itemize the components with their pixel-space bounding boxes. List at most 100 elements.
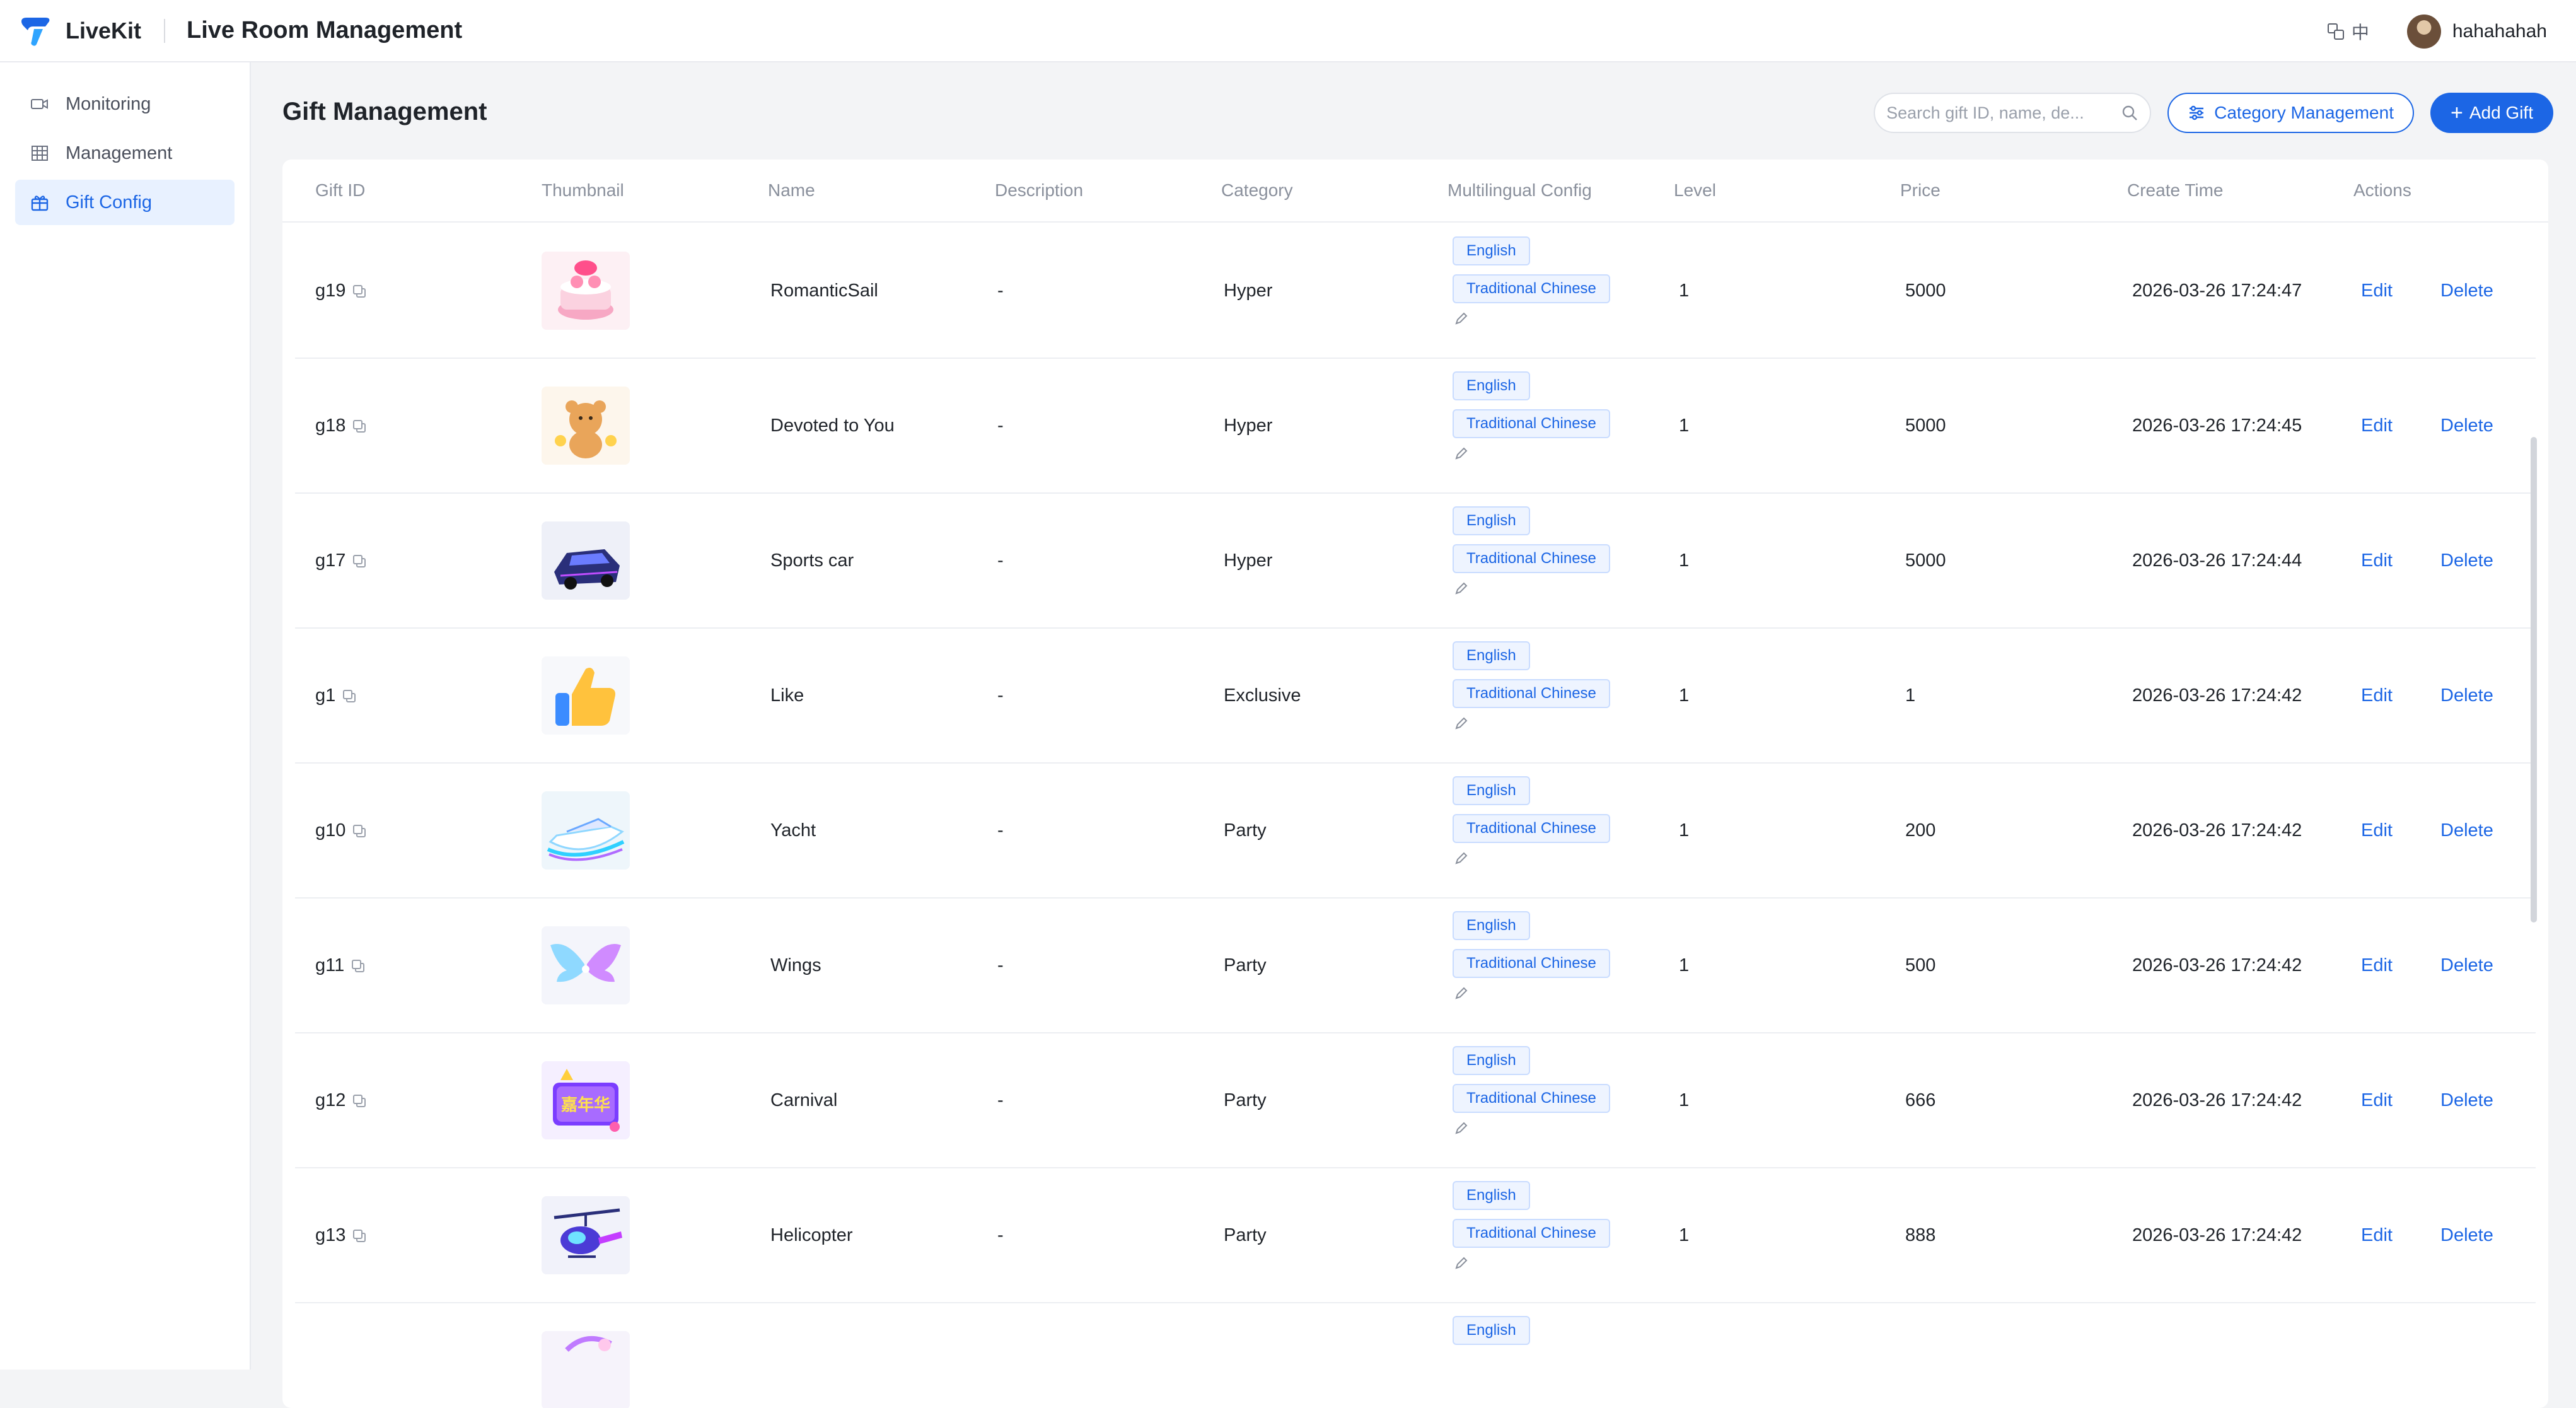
sidebar-item-label: Management — [66, 143, 173, 163]
delete-link[interactable]: Delete — [2440, 685, 2493, 706]
language-tag[interactable]: Traditional Chinese — [1453, 679, 1610, 708]
delete-link[interactable]: Delete — [2440, 550, 2493, 571]
language-switch[interactable]: 中 — [2326, 19, 2369, 44]
edit-translation-icon[interactable] — [1454, 581, 1469, 596]
translate-icon — [2327, 23, 2344, 40]
edit-link[interactable]: Edit — [2361, 1225, 2393, 1245]
table-row: g18 Devoted to You - Hyper English Traditiona… — [295, 359, 2536, 494]
language-tag[interactable]: English — [1453, 236, 1530, 265]
gift-level: 1 — [1679, 820, 1690, 841]
delete-link[interactable]: Delete — [2440, 281, 2493, 301]
copy-icon[interactable] — [352, 419, 367, 434]
edit-translation-button[interactable] — [1454, 1255, 1469, 1274]
sidebar-item-monitoring[interactable]: Monitoring — [15, 81, 235, 127]
edit-translation-button[interactable] — [1454, 581, 1469, 599]
gift-description: - — [997, 416, 1004, 436]
edit-translation-button[interactable] — [1454, 311, 1469, 329]
top-bar: LiveKit Live Room Management 中 hahahahah — [0, 0, 2576, 62]
app-title: Live Room Management — [187, 17, 463, 44]
sidebar-item-gift-config[interactable]: Gift Config — [15, 180, 235, 225]
language-tag[interactable]: Traditional Chinese — [1453, 814, 1610, 843]
livekit-logo-icon — [21, 17, 50, 46]
search-input[interactable] — [1886, 103, 2121, 123]
edit-link[interactable]: Edit — [2361, 550, 2393, 571]
language-tag[interactable]: English — [1453, 371, 1530, 400]
language-tag[interactable]: English — [1453, 641, 1530, 670]
language-tag[interactable]: Traditional Chinese — [1453, 1084, 1610, 1113]
search-box[interactable] — [1874, 93, 2152, 133]
edit-translation-icon[interactable] — [1454, 986, 1469, 1001]
gift-price: 500 — [1905, 955, 1936, 975]
gift-price: 1 — [1905, 685, 1916, 706]
edit-translation-button[interactable] — [1454, 716, 1469, 734]
language-tag[interactable]: Traditional Chinese — [1453, 544, 1610, 573]
edit-translation-button[interactable] — [1454, 446, 1469, 464]
language-tag[interactable]: English — [1453, 1316, 1530, 1345]
brand-divider — [164, 18, 166, 43]
edit-translation-icon[interactable] — [1454, 716, 1469, 731]
edit-link[interactable]: Edit — [2361, 820, 2393, 841]
delete-link[interactable]: Delete — [2440, 1225, 2493, 1245]
edit-translation-icon[interactable] — [1454, 446, 1469, 461]
language-tag[interactable]: English — [1453, 1046, 1530, 1075]
edit-translation-button[interactable] — [1454, 851, 1469, 869]
edit-translation-button[interactable] — [1454, 986, 1469, 1004]
gift-id: g19 — [315, 281, 346, 301]
column-header: Category — [1221, 180, 1293, 200]
top-right: 中 hahahahah — [2326, 0, 2547, 62]
delete-link[interactable]: Delete — [2440, 820, 2493, 841]
language-tag[interactable]: English — [1453, 911, 1530, 940]
edit-link[interactable]: Edit — [2361, 281, 2393, 301]
search-icon[interactable] — [2121, 104, 2138, 122]
edit-translation-icon[interactable] — [1454, 1255, 1469, 1271]
sidebar: Monitoring Management Gift Config — [0, 62, 251, 1370]
gift-category: Hyper — [1224, 281, 1273, 301]
avatar[interactable] — [2406, 14, 2441, 49]
svg-text:嘉年华: 嘉年华 — [561, 1095, 610, 1115]
copy-icon[interactable] — [352, 1093, 367, 1108]
copy-icon[interactable] — [352, 554, 367, 569]
edit-translation-icon[interactable] — [1454, 1120, 1469, 1136]
edit-link[interactable]: Edit — [2361, 955, 2393, 975]
add-gift-button[interactable]: + Add Gift — [2430, 93, 2553, 133]
gift-name: Sports car — [770, 550, 854, 571]
column-header: Actions — [2353, 180, 2411, 200]
edit-link[interactable]: Edit — [2361, 1090, 2393, 1110]
edit-translation-button[interactable] — [1454, 1120, 1469, 1139]
delete-link[interactable]: Delete — [2440, 1090, 2493, 1110]
gift-thumbnail: 嘉年华 — [542, 1061, 630, 1139]
copy-icon[interactable] — [351, 958, 366, 974]
copy-icon[interactable] — [352, 823, 367, 839]
gift-name: Like — [770, 685, 804, 706]
scrollbar[interactable] — [2531, 437, 2537, 922]
delete-link[interactable]: Delete — [2440, 416, 2493, 436]
language-tag[interactable]: Traditional Chinese — [1453, 274, 1610, 303]
gift-thumbnail — [542, 252, 630, 330]
column-header: Description — [995, 180, 1084, 200]
copy-icon[interactable] — [342, 689, 357, 704]
sidebar-item-management[interactable]: Management — [15, 131, 235, 176]
edit-translation-icon[interactable] — [1454, 851, 1469, 866]
category-management-button[interactable]: Category Management — [2167, 93, 2414, 133]
language-tag[interactable]: Traditional Chinese — [1453, 409, 1610, 438]
delete-link[interactable]: Delete — [2440, 955, 2493, 975]
table-row: g12 嘉年华 Carnival - Party English Traditional C… — [295, 1033, 2536, 1168]
copy-icon[interactable] — [352, 1228, 367, 1243]
sliders-icon — [2190, 105, 2204, 120]
edit-translation-icon[interactable] — [1454, 311, 1469, 326]
gift-id-cell: g13 — [315, 1225, 367, 1246]
edit-link[interactable]: Edit — [2361, 685, 2393, 706]
gift-name: RomanticSail — [770, 281, 878, 301]
create-time: 2026-03-26 17:24:42 — [2132, 1225, 2302, 1245]
copy-icon[interactable] — [352, 284, 367, 299]
username[interactable]: hahahahah — [2452, 20, 2547, 42]
language-tag[interactable]: Traditional Chinese — [1453, 1219, 1610, 1248]
gift-category: Party — [1224, 820, 1267, 841]
language-tag[interactable]: English — [1453, 776, 1530, 805]
edit-link[interactable]: Edit — [2361, 416, 2393, 436]
language-tag[interactable]: Traditional Chinese — [1453, 949, 1610, 978]
language-tag[interactable]: English — [1453, 506, 1530, 535]
brand[interactable]: LiveKit — [18, 13, 141, 49]
gift-thumbnail — [542, 656, 630, 735]
language-tag[interactable]: English — [1453, 1181, 1530, 1210]
